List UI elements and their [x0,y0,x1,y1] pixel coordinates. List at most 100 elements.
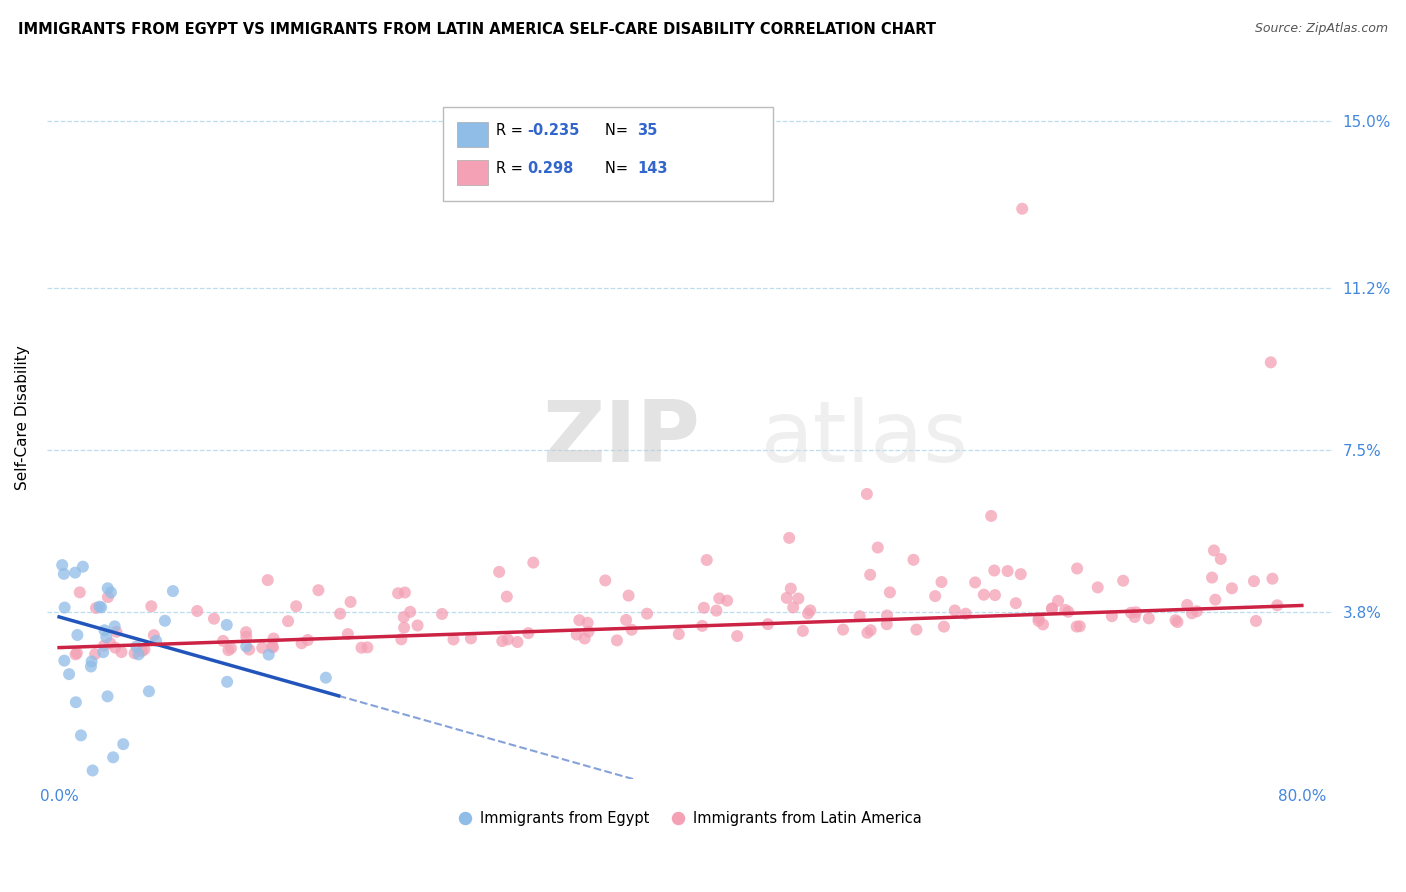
Point [69,585,91,599]
Point [1265,599,1288,613]
Point [955,607,977,621]
Point [104,619,127,633]
Point [217,643,239,657]
Point [89,599,111,614]
Point [212,634,235,648]
Point [443,632,465,647]
Point [238,642,260,657]
Point [905,623,928,637]
Point [709,591,731,606]
Point [973,588,995,602]
Point [1260,355,1282,369]
Text: -0.235: -0.235 [527,123,579,138]
Point [80,659,103,673]
Point [1125,605,1147,619]
Point [256,573,278,587]
Point [128,648,150,662]
Point [51,558,73,572]
Text: R =: R = [496,161,533,176]
Point [965,575,987,590]
Point [779,582,801,596]
Point [1069,619,1091,633]
Point [80,655,103,669]
Point [1032,617,1054,632]
Point [932,620,955,634]
Point [716,593,738,607]
Point [392,610,415,624]
Point [138,684,160,698]
Point [145,633,167,648]
Point [593,574,616,588]
Point [96,690,118,704]
Point [903,553,925,567]
Point [52,566,75,581]
Point [124,646,146,660]
Point [1204,592,1226,607]
Point [1119,606,1142,620]
Point [1112,574,1135,588]
Point [1101,609,1123,624]
Point [859,567,882,582]
Point [984,588,1007,602]
Point [1202,543,1225,558]
Point [1181,607,1204,621]
Point [63,566,86,580]
Point [1028,611,1050,625]
Point [856,625,879,640]
Point [943,603,966,617]
Text: atlas: atlas [761,398,969,481]
Point [491,634,513,648]
Point [696,553,718,567]
Point [406,618,429,632]
Point [460,632,482,646]
Point [392,621,415,635]
Point [1261,572,1284,586]
Point [1243,574,1265,589]
Point [262,640,284,654]
Point [389,632,412,647]
Point [690,619,713,633]
Point [141,599,163,614]
Point [53,654,76,668]
Point [856,487,879,501]
Point [277,614,299,628]
Point [1166,615,1188,629]
Point [162,584,184,599]
Y-axis label: Self-Care Disability: Self-Care Disability [15,345,30,490]
Text: Source: ZipAtlas.com: Source: ZipAtlas.com [1254,22,1388,36]
Point [84,601,107,615]
Point [58,667,80,681]
Point [1137,611,1160,625]
Point [1209,552,1232,566]
Point [706,604,728,618]
Point [131,644,153,658]
Point [983,564,1005,578]
Point [105,624,128,639]
Point [517,626,540,640]
Point [636,607,658,621]
Point [1047,594,1070,608]
Point [202,612,225,626]
Point [848,609,870,624]
Point [219,641,242,656]
Point [799,603,821,617]
Point [235,625,257,640]
Point [495,590,517,604]
Text: N=: N= [605,123,633,138]
Point [297,633,319,648]
Point [257,648,280,662]
Point [112,737,135,751]
Point [262,640,284,655]
Point [65,695,87,709]
Point [576,615,599,630]
Point [96,630,118,644]
Point [336,627,359,641]
Point [1123,610,1146,624]
Point [496,632,519,647]
Point [82,764,104,778]
Point [1011,202,1033,216]
Point [307,583,329,598]
Text: R =: R = [496,123,527,138]
Point [859,624,882,638]
Point [399,605,422,619]
